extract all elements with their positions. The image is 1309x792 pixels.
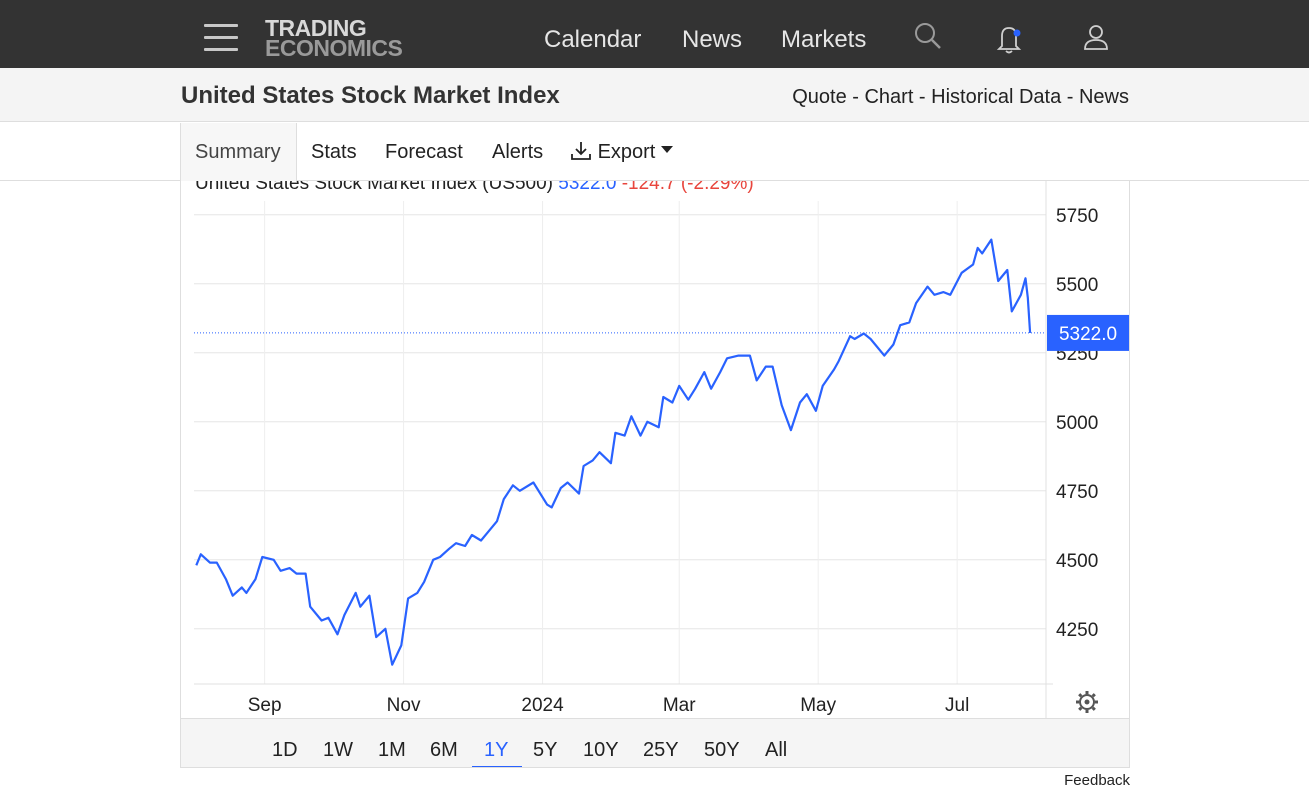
tab-stats[interactable]: Stats [311,141,357,163]
series-line [195,238,1032,666]
range-1d[interactable]: 1D [272,739,298,761]
export-button[interactable]: Export [570,141,673,164]
tab-alerts[interactable]: Alerts [492,141,544,163]
link-chart[interactable]: Chart [864,86,914,108]
range-selector: 1D 1W 1M 6M 1Y 5Y 10Y 25Y 50Y All [181,718,1129,767]
legend-change-pct: (-2.29%) [680,181,754,194]
gear-icon[interactable] [1076,691,1098,713]
range-1y[interactable]: 1Y [484,739,509,761]
bell-icon[interactable] [995,22,1025,54]
range-active-underline [472,766,522,767]
tab-bar: Summary Stats Forecast Alerts Export [0,123,1309,181]
x-tick-label: Sep [248,695,282,716]
range-1w[interactable]: 1W [323,739,353,761]
user-icon[interactable] [1082,22,1112,52]
feedback-link[interactable]: Feedback [1064,772,1130,789]
range-6m[interactable]: 6M [430,739,458,761]
quick-links: Quote - Chart - Historical Data - News [792,86,1129,109]
logo-line-2: ECONOMICS [265,35,403,61]
search-icon[interactable] [913,22,943,52]
nav-news[interactable]: News [682,26,743,53]
chart-container: United States Stock Market Index (US500)… [180,181,1130,768]
separator: - [913,86,932,108]
x-axis: Sep Nov 2024 Mar May Jul [248,695,970,716]
subheader: United States Stock Market Index Quote -… [0,68,1309,122]
logo-line-1: TRADING [265,15,367,41]
last-price-label: 5322.0 [1059,324,1117,345]
tab-forecast[interactable]: Forecast [385,141,463,163]
range-25y[interactable]: 25Y [643,739,679,761]
link-historical-data[interactable]: Historical Data [931,86,1062,108]
separator: - [1061,86,1079,108]
x-tick-label: Mar [663,695,696,716]
x-tick-label: 2024 [521,695,564,716]
y-tick-label: 5500 [1056,275,1098,296]
grid [194,181,1053,718]
y-tick-label: 4750 [1056,482,1098,503]
nav-calendar[interactable]: Calendar [544,26,642,53]
last-price-badge [1047,314,1129,351]
tab-summary[interactable]: Summary [195,141,281,163]
legend-name: United States Stock Market Index (US500) [195,181,553,194]
y-tick-label: 4250 [1056,620,1098,641]
y-tick-label: 5750 [1056,206,1098,227]
y-tick-label: 4500 [1056,551,1098,572]
chart-legend: United States Stock Market Index (US500)… [195,181,754,195]
range-5y[interactable]: 5Y [533,739,558,761]
caret-down-icon [660,146,673,153]
legend-value: 5322.0 [558,181,617,194]
export-label: Export [597,141,656,163]
tab-active-bg [180,123,297,181]
series-line-group [194,238,1046,666]
nav-markets[interactable]: Markets [781,26,867,53]
y-tick-label: 5000 [1056,413,1098,434]
range-10y[interactable]: 10Y [583,739,619,761]
link-news[interactable]: News [1078,86,1129,108]
separator: - [846,86,865,108]
x-tick-label: May [800,695,836,716]
range-all[interactable]: All [765,739,788,761]
range-1m[interactable]: 1M [378,739,406,761]
menu-icon[interactable] [204,24,238,52]
page-title: United States Stock Market Index [181,82,560,109]
range-50y[interactable]: 50Y [704,739,740,761]
logo[interactable]: TRADING ECONOMICS [265,15,403,61]
top-navbar: TRADING ECONOMICS Calendar News Markets [0,0,1309,68]
x-tick-label: Jul [945,695,969,716]
link-quote[interactable]: Quote [792,86,847,108]
legend-change: -124.7 [621,181,676,194]
last-price-badge-group: 5322.0 [1047,314,1129,351]
download-icon [571,142,591,160]
x-tick-label: Nov [387,695,421,716]
